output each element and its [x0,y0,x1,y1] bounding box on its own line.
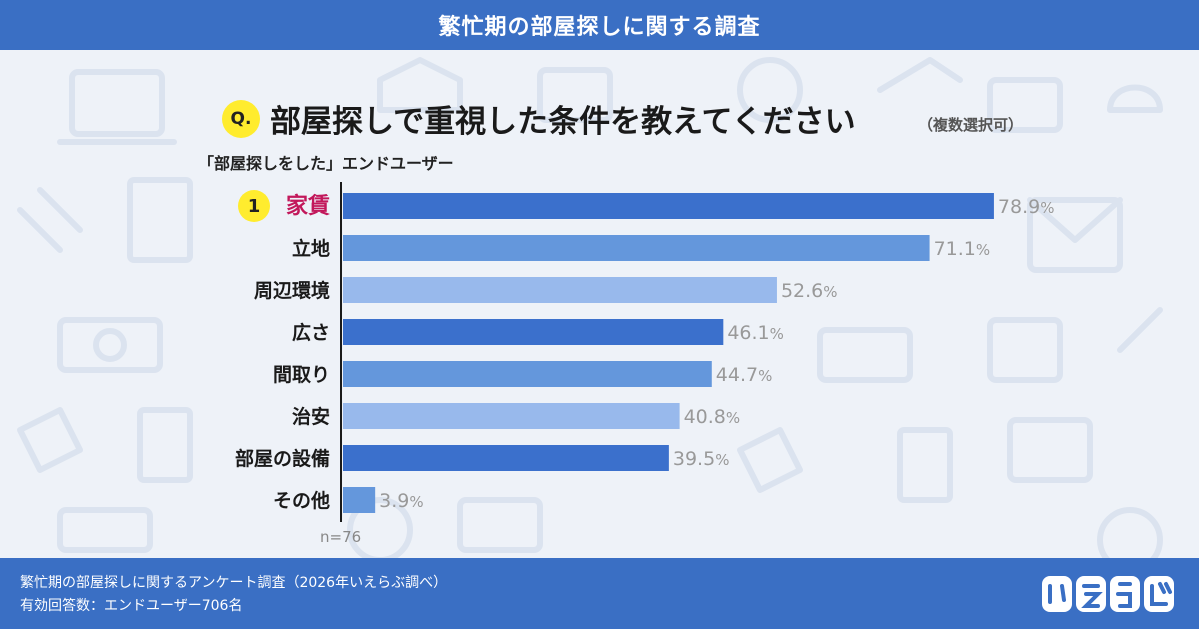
bar-7 [343,487,376,513]
money-icon [57,317,163,373]
bar-6 [343,445,669,471]
bar-2 [343,277,777,303]
building-icon [127,177,193,263]
value-unit-4: % [758,367,772,385]
footer-response-count: 有効回答数：エンドユーザー706名 [20,598,243,614]
bar-5 [343,403,680,429]
value-unit-3: % [770,325,784,343]
header-title: 繁忙期の部屋探しに関する調査 [438,15,761,40]
value-label-5: 40.8% [684,406,741,428]
value-number-2: 52.6 [781,280,823,302]
bar-1 [343,235,930,261]
coin-icon [93,328,127,362]
header-bar: 繁忙期の部屋探しに関する調査 [0,0,1199,50]
category-label-1: 立地 [292,237,330,260]
value-label-3: 46.1% [727,322,784,344]
footer-bar: 繁忙期の部屋探しに関するアンケート調査（2026年いえらぶ調べ） 有効回答数：エ… [0,558,1199,629]
bar-4 [343,361,712,387]
sample-size-label: n=76 [320,528,362,546]
cloud-icon [1107,84,1163,113]
value-unit-2: % [823,283,837,301]
question-text: 部屋探しで重視した条件を教えてください [270,104,856,140]
house-icon [377,57,463,113]
bar-0 [343,193,994,219]
rank-badge: 1 [238,190,270,222]
globe-icon [347,497,413,558]
value-number-0: 78.9 [998,196,1040,218]
mail-icon [1027,197,1123,273]
clock-icon [1097,507,1163,558]
document-icon [897,427,953,503]
respondent-subtitle: 「部屋探しをした」エンドユーザー [198,154,454,173]
value-number-4: 44.7 [716,364,758,386]
question-badge: Q. [222,100,260,138]
value-number-7: 3.9 [379,490,409,512]
value-label-7: 3.9% [379,490,423,512]
house-icon [737,427,803,493]
value-number-1: 71.1 [934,238,976,260]
pencil-icon [17,187,83,253]
category-label-0: 家賃 [286,193,330,219]
laptop-icon [69,69,165,137]
value-label-6: 39.5% [673,448,730,470]
question-badge-label: Q. [230,109,252,129]
category-label-5: 治安 [292,405,330,428]
value-number-3: 46.1 [727,322,769,344]
calendar-icon [987,317,1063,383]
box-icon [457,497,543,553]
category-label-4: 間取り [273,364,330,386]
value-unit-1: % [976,241,990,259]
rank-badge-label: 1 [247,195,261,217]
value-unit-6: % [715,451,729,469]
value-unit-5: % [726,409,740,427]
tag-icon [877,57,963,93]
value-label-1: 71.1% [934,238,991,260]
video-icon [1007,417,1093,483]
value-label-0: 78.9% [998,196,1055,218]
background-icons [17,57,1163,558]
footer-survey-name: 繁忙期の部屋探しに関するアンケート調査（2026年いえらぶ調べ） [20,575,448,591]
bar-3 [343,319,724,345]
box-icon [537,67,613,123]
category-label-7: その他 [273,489,330,512]
bar-chart: 家賃 78.9% 立地 71.1% 周辺環境 52.6% 広さ 46.1% 間取り 44.7% 治安… [235,182,1055,522]
house-icon [17,407,83,473]
document-icon [137,407,193,483]
multiple-choice-note: （複数選択可） [918,116,1024,134]
value-unit-0: % [1040,199,1054,217]
laptop-icon [57,507,153,553]
chart-area: 家賃 78.9% 立地 71.1% 周辺環境 52.6% 広さ 46.1% 間取り 44.7% 治安… [0,50,1199,558]
pencil-icon [1117,307,1163,353]
value-number-6: 39.5 [673,448,715,470]
bars-group: 家賃 78.9% 立地 71.1% 周辺環境 52.6% 広さ 46.1% 間取り 44.7% 治安… [235,193,1055,513]
category-label-3: 広さ [292,321,330,344]
value-unit-7: % [409,493,423,511]
category-label-6: 部屋の設備 [235,447,330,470]
ierabu-logo [1042,576,1174,612]
category-label-2: 周辺環境 [254,279,330,302]
money-icon [817,327,913,383]
value-label-2: 52.6% [781,280,838,302]
clock-icon [737,57,803,123]
value-label-4: 44.7% [716,364,773,386]
calendar-icon [987,77,1063,133]
value-number-5: 40.8 [684,406,726,428]
mail-flap-icon [1027,197,1123,243]
